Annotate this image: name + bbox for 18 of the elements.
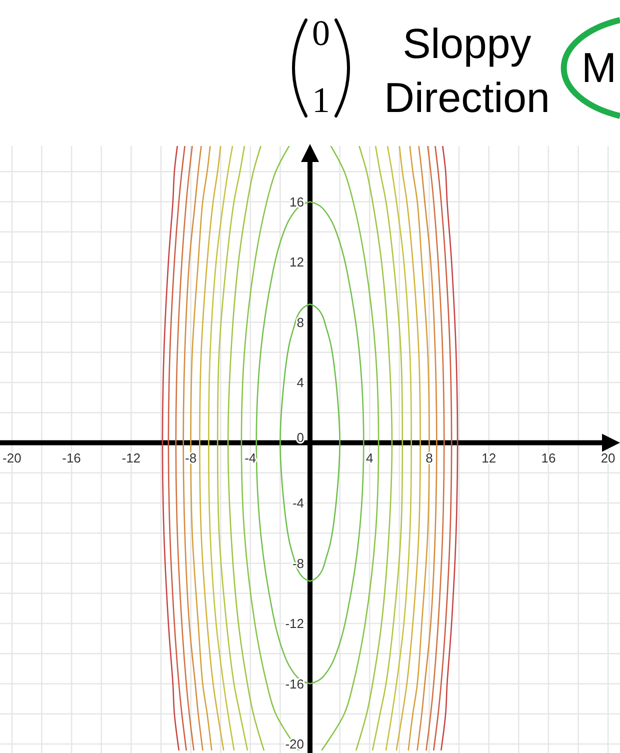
x-tick-label: 16 [541, 450, 556, 466]
text: 1 [312, 80, 330, 120]
text: M [582, 44, 616, 91]
y-tick-label: -4 [292, 496, 304, 511]
x-tick-label: -20 [2, 450, 22, 466]
y-tick-label: 12 [290, 254, 304, 270]
x-tick-label: 4 [366, 450, 374, 466]
chart-title: Sloppy Direction [384, 20, 550, 121]
y-tick-label: 4 [296, 375, 304, 390]
x-tick-label: -16 [62, 450, 81, 466]
y-tick-label: 8 [296, 314, 304, 330]
y-tick-label: -12 [285, 616, 304, 632]
x-tick-label: -12 [122, 450, 141, 466]
x-tick-label: -4 [244, 450, 256, 466]
y-tick-label: 16 [290, 194, 304, 210]
x-tick-label: 20 [600, 450, 616, 466]
y-tick-label: -16 [285, 676, 304, 692]
x-tick-label: 12 [482, 450, 496, 466]
